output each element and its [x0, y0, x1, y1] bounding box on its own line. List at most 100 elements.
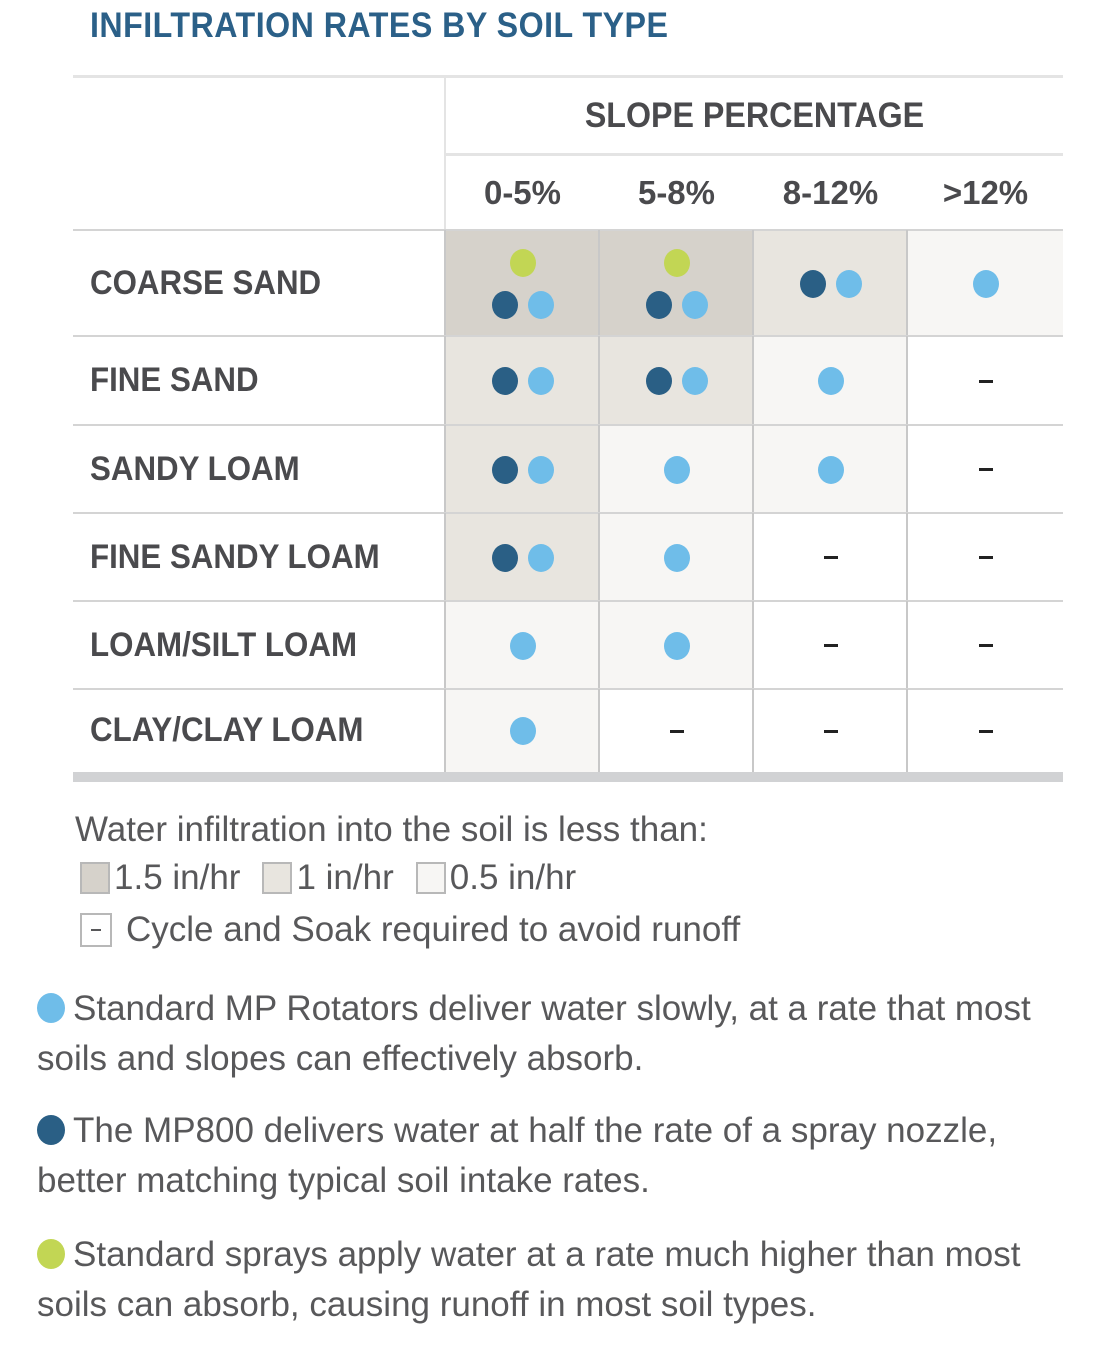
table-row: SANDY LOAM [73, 424, 1063, 513]
table-cell [600, 690, 753, 772]
column-divider [444, 601, 446, 689]
row-divider [73, 335, 1063, 337]
light-blue-dot-icon [527, 290, 554, 319]
light-blue-dot-icon [527, 543, 554, 572]
column-divider [598, 425, 600, 513]
soil-type-label: LOAM/SILT LOAM [90, 625, 358, 664]
dot-group [817, 455, 844, 484]
column-divider [598, 336, 600, 425]
slope-header-rule [446, 153, 1063, 156]
chart-title: INFILTRATION RATES BY SOIL TYPE [90, 6, 669, 45]
table-cell [754, 231, 907, 336]
legend-rate-0-5: 0.5 in/hr [415, 858, 576, 898]
table-row: COARSE SAND [73, 229, 1063, 336]
light-blue-dot-icon [835, 269, 862, 298]
row-divider [73, 688, 1063, 690]
legend-rate-1-5: 1.5 in/hr [80, 858, 240, 898]
dash-icon [978, 729, 993, 733]
table-cell [446, 690, 599, 772]
light-blue-dot-icon [817, 455, 844, 484]
column-divider [906, 230, 908, 336]
table-cell [446, 231, 599, 336]
dash-icon [80, 913, 112, 947]
column-divider [444, 689, 446, 772]
legend-heading: Water infiltration into the soil is less… [75, 810, 708, 849]
table-cell [908, 514, 1063, 601]
light-blue-dot-icon [509, 631, 536, 660]
light-blue-dot-icon [509, 717, 536, 745]
dot-group [663, 631, 690, 660]
light-blue-dot-icon [663, 631, 690, 660]
table-cell [908, 690, 1063, 772]
table-cell [446, 426, 599, 513]
light-blue-dot-icon [681, 290, 708, 319]
dot-group [663, 248, 690, 277]
soil-type-label: SANDY LOAM [90, 449, 300, 488]
dot-group [509, 248, 536, 277]
row-divider [73, 600, 1063, 602]
column-header-8-12: 8-12% [782, 174, 879, 211]
note-mp800: The MP800 delivers water at half the rat… [37, 1106, 1037, 1206]
dark-blue-dot-icon [799, 269, 826, 298]
table-cell [908, 231, 1063, 336]
dot-group [491, 543, 554, 572]
column-divider [444, 425, 446, 513]
light-blue-dot-icon [817, 367, 844, 395]
column-divider [752, 336, 754, 425]
dot-group [663, 455, 690, 484]
header-blank [73, 78, 444, 230]
dash-icon [823, 729, 838, 733]
column-divider [906, 601, 908, 689]
column-divider [598, 513, 600, 601]
dot-group [491, 367, 554, 395]
dash-icon [823, 644, 838, 647]
dark-blue-dot-icon [645, 367, 672, 395]
top-rule [73, 75, 1063, 78]
table-cell [754, 602, 907, 689]
table-cell [908, 602, 1063, 689]
legend-rates: 1.5 in/hr 1 in/hr 0.5 in/hr [80, 858, 598, 898]
note-text: Standard sprays apply water at a rate mu… [37, 1235, 1021, 1324]
table-cell [754, 514, 907, 601]
soil-type-label: FINE SAND [90, 361, 259, 399]
table-cell [908, 426, 1063, 513]
dark-blue-dot-icon [491, 367, 518, 395]
cycle-soak-label: Cycle and Soak required to avoid runoff [126, 910, 741, 949]
dot-group [972, 269, 999, 298]
column-divider [906, 336, 908, 425]
table-row: FINE SAND [73, 335, 1063, 425]
green-dot-icon [509, 248, 536, 277]
dot-group [645, 367, 708, 395]
green-dot-icon [663, 248, 690, 277]
column-divider [752, 230, 754, 336]
column-divider [444, 230, 446, 336]
dot-group [491, 455, 554, 484]
soil-type-label: COARSE SAND [90, 263, 322, 302]
slope-percentage-header: SLOPE PERCENTAGE [584, 96, 925, 135]
column-divider [444, 336, 446, 425]
table-cell [600, 602, 753, 689]
column-divider [752, 425, 754, 513]
table-row: CLAY/CLAY LOAM [73, 688, 1063, 772]
table-cell [600, 514, 753, 601]
column-divider [752, 689, 754, 772]
column-divider [598, 601, 600, 689]
dash-icon [978, 379, 993, 383]
dash-icon [978, 644, 993, 647]
column-divider [752, 601, 754, 689]
column-divider [906, 689, 908, 772]
table-row: LOAM/SILT LOAM [73, 600, 1063, 689]
row-divider [73, 512, 1063, 514]
legend-rate-1: 1 in/hr [262, 858, 394, 898]
dark-blue-dot-icon [491, 455, 518, 484]
column-header-5-8: 5-8% [637, 174, 716, 211]
column-divider [598, 230, 600, 336]
table-cell [446, 514, 599, 601]
note-text: Standard MP Rotators deliver water slowl… [37, 989, 1031, 1078]
dot-group [509, 717, 536, 745]
green-dot-icon [37, 1239, 65, 1269]
note-text: The MP800 delivers water at half the rat… [37, 1111, 998, 1200]
table-cell [908, 337, 1063, 425]
legend-cycle-soak: Cycle and Soak required to avoid runoff [80, 910, 740, 950]
dash-icon [978, 556, 993, 559]
